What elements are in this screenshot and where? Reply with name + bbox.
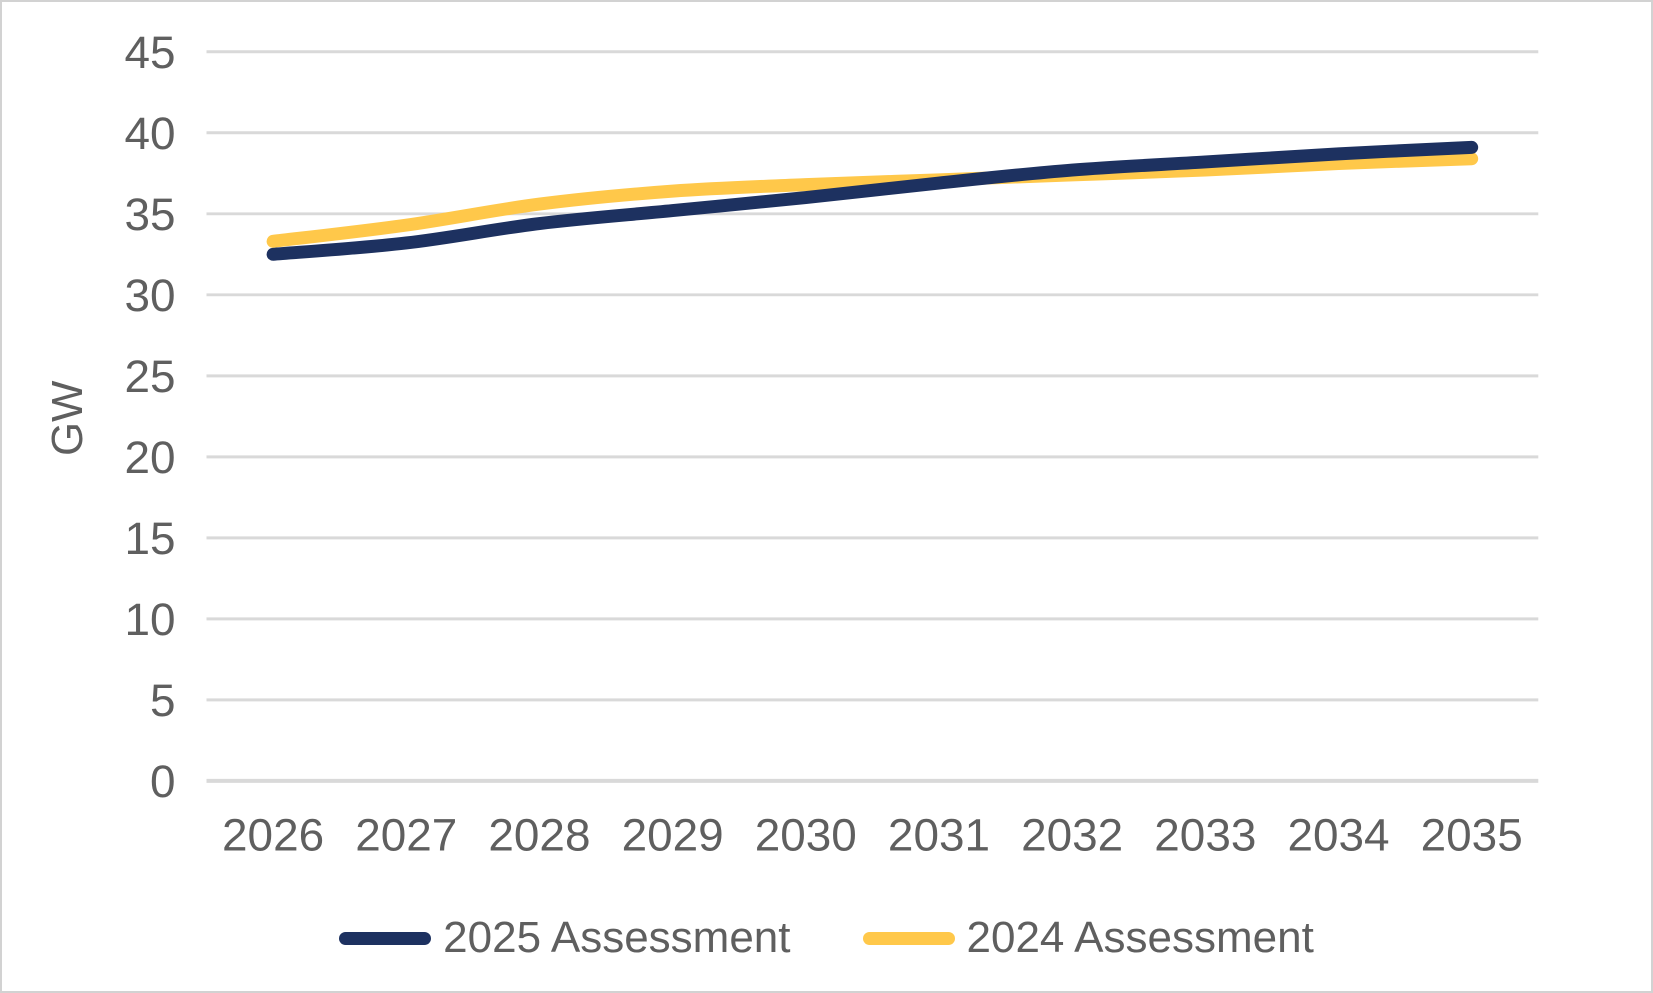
x-tick-label-2026: 2026 bbox=[222, 809, 324, 861]
x-tick-label-2032: 2032 bbox=[1021, 809, 1123, 861]
legend-item-2025-assessment: 2025 Assessment bbox=[339, 913, 791, 963]
y-tick-label-0: 0 bbox=[150, 755, 176, 807]
legend-item-2024-assessment: 2024 Assessment bbox=[862, 913, 1314, 963]
legend-label-2024-assessment: 2024 Assessment bbox=[966, 913, 1314, 962]
x-axis-tick-labels: 2026 2027 2028 2029 2030 2031 2032 2033 2034 2035 bbox=[222, 809, 1523, 861]
y-tick-label-30: 30 bbox=[125, 269, 176, 321]
legend-label-2025-assessment: 2025 Assessment bbox=[443, 913, 791, 962]
legend-swatch-2024-assessment bbox=[862, 931, 955, 945]
legend-swatch-2025-assessment bbox=[339, 931, 432, 945]
x-tick-label-2029: 2029 bbox=[622, 809, 724, 861]
y-tick-label-5: 5 bbox=[150, 674, 176, 726]
series-line-2025-assessment bbox=[266, 140, 1479, 261]
y-axis-tick-labels: 0 5 10 15 20 25 30 35 40 45 bbox=[125, 26, 176, 807]
y-tick-label-40: 40 bbox=[125, 107, 176, 159]
x-tick-label-2034: 2034 bbox=[1287, 809, 1389, 861]
y-tick-label-45: 45 bbox=[125, 26, 176, 78]
y-tick-label-15: 15 bbox=[125, 512, 176, 564]
x-tick-label-2028: 2028 bbox=[488, 809, 590, 861]
x-tick-label-2030: 2030 bbox=[755, 809, 857, 861]
x-tick-label-2035: 2035 bbox=[1421, 809, 1523, 861]
x-tick-label-2031: 2031 bbox=[888, 809, 990, 861]
y-tick-label-20: 20 bbox=[125, 431, 176, 483]
series-line-2024-assessment bbox=[266, 152, 1479, 248]
x-tick-label-2027: 2027 bbox=[355, 809, 457, 861]
legend: 2025 Assessment 2024 Assessment bbox=[2, 913, 1651, 963]
y-tick-label-35: 35 bbox=[125, 188, 176, 240]
x-tick-label-2033: 2033 bbox=[1154, 809, 1256, 861]
series-lines bbox=[266, 140, 1479, 261]
y-axis-title: GW bbox=[43, 380, 92, 456]
y-tick-label-25: 25 bbox=[125, 350, 176, 402]
gridlines bbox=[206, 50, 1539, 783]
y-tick-label-10: 10 bbox=[125, 593, 176, 645]
